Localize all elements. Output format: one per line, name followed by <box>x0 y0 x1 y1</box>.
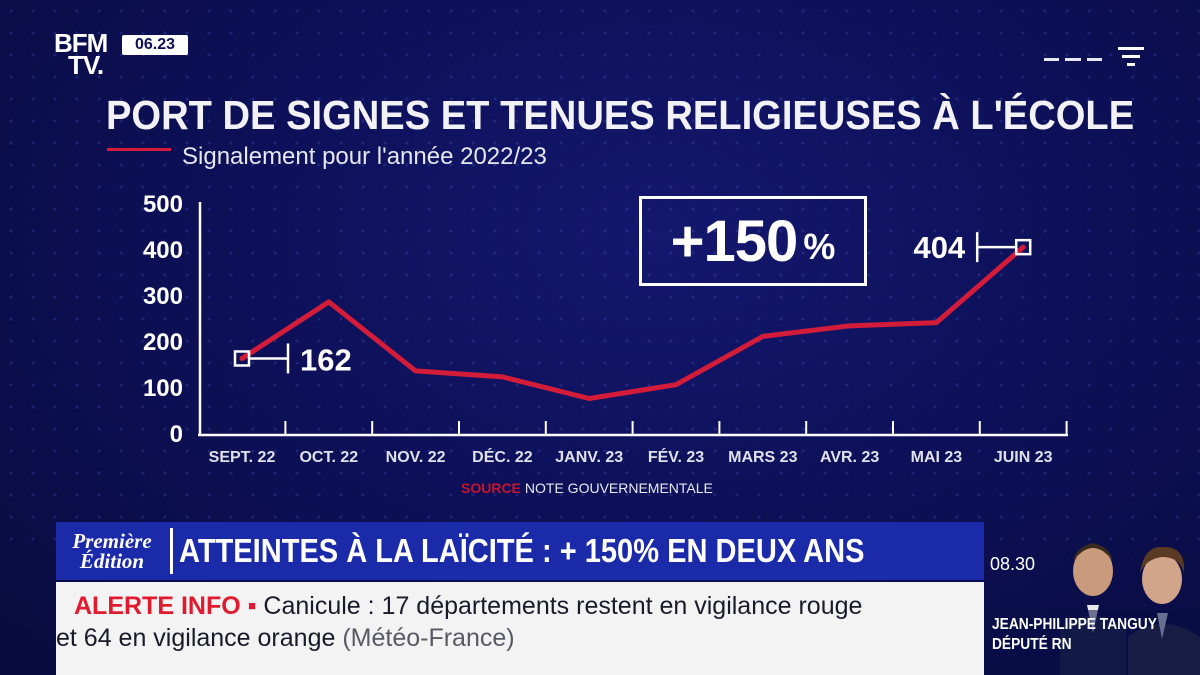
x-tick-label: FÉV. 23 <box>648 447 704 466</box>
show-logo-line1: Première <box>72 529 152 553</box>
callout-unit: % <box>803 226 836 267</box>
headline-banner: Première Édition ATTEINTES À LA LAÏCITÉ … <box>56 522 984 580</box>
line-chart: 0 100 200 300 400 500 SEPT. 22 OCT. 22 NOV. 22 DÉ… <box>143 191 1053 466</box>
guest-name: JEAN-PHILIPPE TANGUY <box>992 616 1157 633</box>
data-point <box>761 334 765 338</box>
data-point <box>674 383 678 387</box>
ticker-source: (Météo-France) <box>335 624 515 652</box>
ticker-line1: ALERTE INFO ▪ Canicule : 17 départements… <box>74 592 862 621</box>
ticker-line2: et 64 en vigilance orange (Météo-France) <box>56 624 515 653</box>
x-tick-label: MAI 23 <box>911 449 963 466</box>
x-tick-label: MARS 23 <box>728 449 797 466</box>
data-point <box>848 324 852 328</box>
ticker-text2: et 64 en vigilance orange <box>56 624 336 652</box>
x-tick-label: NOV. 22 <box>386 449 446 466</box>
y-tick-label: 300 <box>143 283 183 310</box>
annotation-marker <box>1014 238 1032 256</box>
x-tick-label: SEPT. 22 <box>209 449 276 466</box>
data-point <box>934 321 938 325</box>
series-line <box>239 244 1026 401</box>
data-label: 404 <box>913 230 965 265</box>
data-point <box>1021 245 1025 249</box>
guest-caption: JEAN-PHILIPPE TANGUY DÉPUTÉ RN <box>984 610 1200 675</box>
x-tick-label: OCT. 22 <box>299 449 358 466</box>
channel-logo: BFM TV. <box>54 28 116 80</box>
logo-line2: TV. <box>68 50 104 80</box>
y-tick-label: 100 <box>143 375 183 402</box>
source-key: SOURCE <box>461 480 521 496</box>
news-ticker: ALERTE INFO ▪ Canicule : 17 départements… <box>56 582 984 675</box>
annotation-marker <box>233 350 251 367</box>
data-point <box>500 375 504 379</box>
y-tick-label: 400 <box>143 237 183 264</box>
chart-source: SOURCE NOTE GOUVERNEMENTALE <box>461 480 713 496</box>
callout-value: +150 <box>670 208 799 274</box>
ticker-text1: Canicule : 17 départements restent en vi… <box>256 592 863 620</box>
filter-icon <box>1117 47 1145 69</box>
chart-subtitle: Signalement pour l'année 2022/23 <box>182 143 547 170</box>
dash-icon <box>1044 58 1102 62</box>
x-tick-label: AVR. 23 <box>820 449 879 466</box>
data-point <box>327 300 331 304</box>
data-point <box>587 397 591 400</box>
data-point <box>414 369 418 373</box>
percent-callout: +150 % <box>639 196 867 286</box>
banner-divider <box>170 528 173 574</box>
data-label: 162 <box>300 342 352 377</box>
x-tick-label: JUIN 23 <box>994 449 1053 466</box>
clock-badge: 06.23 <box>122 35 188 55</box>
source-text: NOTE GOUVERNEMENTALE <box>524 480 713 496</box>
guest-time: 08.30 <box>990 554 1036 574</box>
logo-line1: BFM <box>54 28 108 58</box>
y-tick-label: 200 <box>143 329 183 356</box>
chart-title: PORT DE SIGNES ET TENUES RELIGIEUSES À L… <box>106 92 1135 138</box>
show-logo: Première Édition <box>56 522 168 580</box>
y-tick-label: 0 <box>170 421 183 448</box>
x-tick-label: DÉC. 22 <box>472 447 533 466</box>
legend-swatch <box>107 148 171 151</box>
show-logo-line2: Édition <box>79 549 145 573</box>
alert-label: ALERTE INFO ▪ <box>74 592 257 620</box>
x-tick-label: JANV. 23 <box>555 449 623 466</box>
guest-role: DÉPUTÉ RN <box>992 636 1072 653</box>
y-tick-label: 500 <box>143 191 183 218</box>
data-point <box>240 356 244 360</box>
headline: ATTEINTES À LA LAÏCITÉ : + 150% EN DEUX … <box>179 532 865 569</box>
